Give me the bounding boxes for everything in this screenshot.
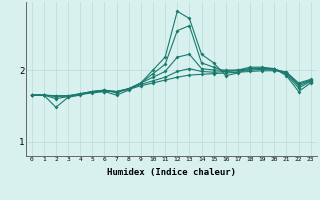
X-axis label: Humidex (Indice chaleur): Humidex (Indice chaleur) — [107, 168, 236, 177]
